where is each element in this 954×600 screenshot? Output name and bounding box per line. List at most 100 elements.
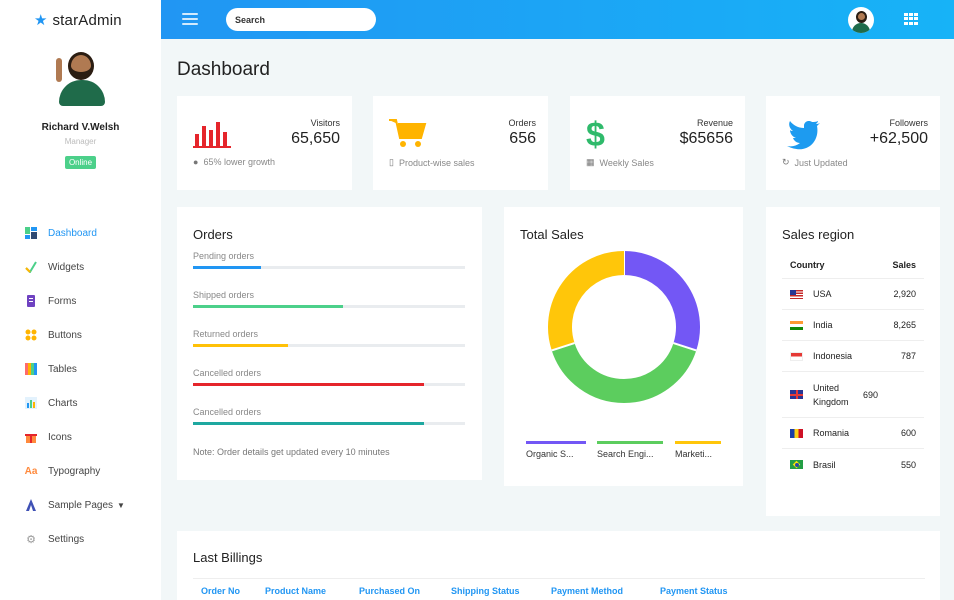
legend-item[interactable]: Marketi... [675,441,721,459]
brand-name: starAdmin [52,11,122,29]
sidebar-item-tables[interactable]: Tables [0,352,161,386]
legend-swatch [675,441,721,444]
profile-role: Manager [64,137,97,146]
total-sales-title: Total Sales [520,227,584,242]
sidebar-nav: Dashboard Widgets Forms Buttons Tables [0,216,161,556]
country-name: Indonesia [813,351,853,361]
refresh-icon: ↻ [782,157,790,167]
column-header-country: Country [790,259,825,270]
stat-footer-text: Just Updated [794,157,848,168]
sidebar-item-label: Tables [48,363,77,375]
progress-fill [193,305,343,308]
sidebar-item-label: Forms [48,295,77,307]
search-input[interactable] [226,8,376,31]
typography-icon: Aa [24,465,38,477]
sales-value: 550 [900,459,916,470]
sidebar-item-settings[interactable]: ⚙ Settings [0,522,161,556]
column-header[interactable]: Payment Status [660,586,728,596]
legend-swatch [597,441,663,444]
indonesia-flag-icon [790,351,803,361]
sales-region-table: Country Sales USA 2,920 India 8,265 Indo… [782,251,924,480]
column-header[interactable]: Shipping Status [451,586,520,596]
menu-icon[interactable] [182,13,198,26]
sidebar-item-charts[interactable]: Charts [0,386,161,420]
progress-track [193,305,465,308]
apps-grid-icon[interactable] [904,13,918,25]
sidebar-item-sample-pages[interactable]: Sample Pages ▼ [0,488,161,522]
bookmark-icon: ▯ [389,157,394,167]
table-row: USA 2,920 [782,279,924,310]
column-header[interactable]: Order No [201,586,241,596]
sidebar-item-label: Charts [48,397,78,409]
stat-value: 65,650 [291,130,340,147]
twitter-icon [787,121,820,150]
alert-icon: ● [193,157,199,167]
last-billings-card: Last Billings Order No Product Name Purc… [177,531,940,600]
order-progress-row: Shipped orders [193,290,465,308]
sidebar-item-label: Icons [48,431,72,443]
sidebar-item-label: Widgets [48,261,85,273]
user-avatar[interactable] [848,7,874,33]
legend-label: Marketi... [675,449,713,459]
sidebar-item-forms[interactable]: Forms [0,284,161,318]
legend-item[interactable]: Search Engi... [597,441,663,459]
order-progress-row: Pending orders [193,251,465,269]
stat-label: Revenue [696,118,733,128]
us-flag-icon [790,289,803,299]
stat-card-revenue: $ Revenue $65656 ▦ Weekly Sales [570,96,745,190]
order-label: Cancelled orders [193,407,262,417]
dashboard-icon [24,226,38,240]
column-header[interactable]: Purchased On [359,586,421,596]
stat-footer-text: Product-wise sales [398,157,475,168]
sidebar-item-buttons[interactable]: Buttons [0,318,161,352]
sidebar-item-dashboard[interactable]: Dashboard [0,216,161,250]
sidebar-item-icons[interactable]: Icons [0,420,161,454]
table-row: United Kingdom 690 [782,372,924,418]
sidebar-item-widgets[interactable]: Widgets [0,250,161,284]
stat-value: +62,500 [869,130,928,147]
total-sales-card: Total Sales Organic S... Search Engi... … [504,207,743,486]
sidebar-item-typography[interactable]: Aa Typography [0,454,161,488]
orders-title: Orders [193,227,233,242]
donut-slice-1[interactable] [551,342,697,403]
progress-fill [193,383,425,386]
table-header: Country Sales [782,251,924,279]
brand[interactable]: ★ starAdmin [0,0,161,40]
forms-icon [24,294,38,308]
cart-icon [389,119,427,147]
column-header[interactable]: Product Name [265,586,327,596]
country-name: United Kingdom [813,382,849,407]
donut-separator [673,342,697,352]
topbar [161,0,954,39]
stat-footer: ▯ Product-wise sales [389,157,474,168]
sample-pages-icon [24,498,38,512]
sales-value: 787 [900,351,916,361]
order-label: Pending orders [193,251,255,261]
billings-table-header: Order No Product Name Purchased On Shipp… [193,578,925,600]
legend-label: Organic S... [526,449,574,459]
table-row: Romania 600 [782,418,924,449]
column-header-sales: Sales [892,259,916,270]
order-progress-row: Cancelled orders [193,368,465,386]
stat-footer: ● 65% lower growth [193,157,275,167]
brazil-flag-icon [790,460,803,469]
progress-track [193,383,465,386]
profile: Richard V.Welsh Manager Online [0,50,161,170]
progress-track [193,344,465,347]
donut-slice-0[interactable] [623,251,700,351]
last-billings-title: Last Billings [193,550,263,565]
uk-flag-icon [790,390,803,399]
romania-flag-icon [790,428,803,438]
legend-item[interactable]: Organic S... [526,441,586,459]
column-header[interactable]: Payment Method [551,586,624,596]
order-label: Returned orders [193,329,259,339]
stat-card-visitors: Visitors 65,650 ● 65% lower growth [177,96,352,190]
tables-icon [24,362,38,376]
sidebar-item-label: Sample Pages [48,499,114,511]
sales-value: 8,265 [893,320,916,330]
stat-footer-text: 65% lower growth [203,157,275,167]
table-row: India 8,265 [782,310,924,341]
sidebar-item-label: Dashboard [48,227,97,239]
donut-slice-2[interactable] [548,251,625,351]
stat-card-orders: Orders 656 ▯ Product-wise sales [373,96,548,190]
